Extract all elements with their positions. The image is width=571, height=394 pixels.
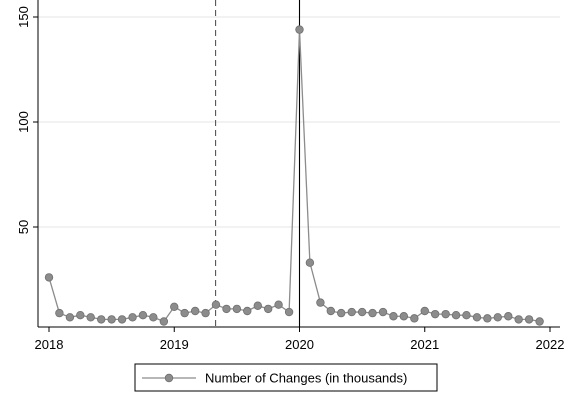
y-tick-label: 50 — [16, 220, 31, 234]
data-point — [243, 306, 252, 316]
data-point — [117, 315, 127, 324]
x-tick-label: 2020 — [285, 337, 314, 352]
reference-lines — [215, 0, 301, 327]
data-point — [253, 301, 262, 310]
data-point — [128, 313, 137, 322]
data-point — [420, 306, 429, 316]
legend-label: Number of Changes (in thousands) — [205, 371, 407, 386]
data-point — [430, 309, 440, 319]
data-point — [337, 308, 346, 318]
data-point — [368, 308, 377, 318]
data-point — [378, 307, 388, 317]
data-point — [201, 308, 210, 318]
data-point — [472, 313, 482, 322]
axes: 50 100 150 2018 2019 2020 2021 2022 — [16, 0, 564, 352]
data-point — [504, 312, 513, 321]
data-point — [410, 314, 419, 323]
data-point — [274, 300, 283, 309]
x-tick-label: 2021 — [410, 337, 439, 352]
data-point — [357, 307, 367, 317]
data-point — [524, 315, 534, 324]
data-point — [451, 311, 461, 320]
data-point — [493, 313, 502, 322]
x-tick-label: 2019 — [160, 337, 189, 352]
legend-box — [134, 363, 438, 392]
data-point — [76, 311, 85, 320]
data-point — [305, 258, 315, 267]
data-point — [55, 308, 64, 318]
data-point — [399, 312, 409, 321]
data-point — [326, 306, 336, 316]
data-point — [535, 317, 544, 326]
data-point — [149, 313, 158, 322]
y-tick-label: 150 — [16, 6, 31, 28]
x-tick-label: 2018 — [35, 337, 64, 352]
legend-marker — [164, 373, 174, 383]
data-point — [170, 302, 179, 311]
data-point — [65, 313, 75, 322]
data-point — [483, 314, 492, 323]
data-point — [232, 304, 242, 314]
data-point — [159, 317, 169, 326]
data-point — [347, 307, 356, 317]
data-point — [441, 309, 450, 319]
data-point — [263, 304, 273, 314]
series-layer — [44, 25, 544, 326]
data-point — [211, 300, 221, 309]
data-point — [190, 306, 200, 316]
data-point — [44, 273, 54, 282]
data-point — [389, 312, 398, 321]
data-point — [316, 298, 325, 307]
data-point — [514, 315, 523, 324]
data-point — [284, 307, 294, 317]
data-point — [138, 311, 148, 320]
x-tick-label: 2022 — [536, 337, 565, 352]
data-point — [180, 308, 189, 318]
legend: Number of Changes (in thousands) — [134, 363, 438, 392]
data-point — [97, 315, 106, 324]
data-point — [86, 313, 95, 322]
data-point — [462, 311, 471, 320]
y-tick-label: 100 — [16, 111, 31, 133]
data-point — [295, 25, 304, 34]
data-point — [222, 304, 231, 314]
data-point — [107, 315, 116, 324]
